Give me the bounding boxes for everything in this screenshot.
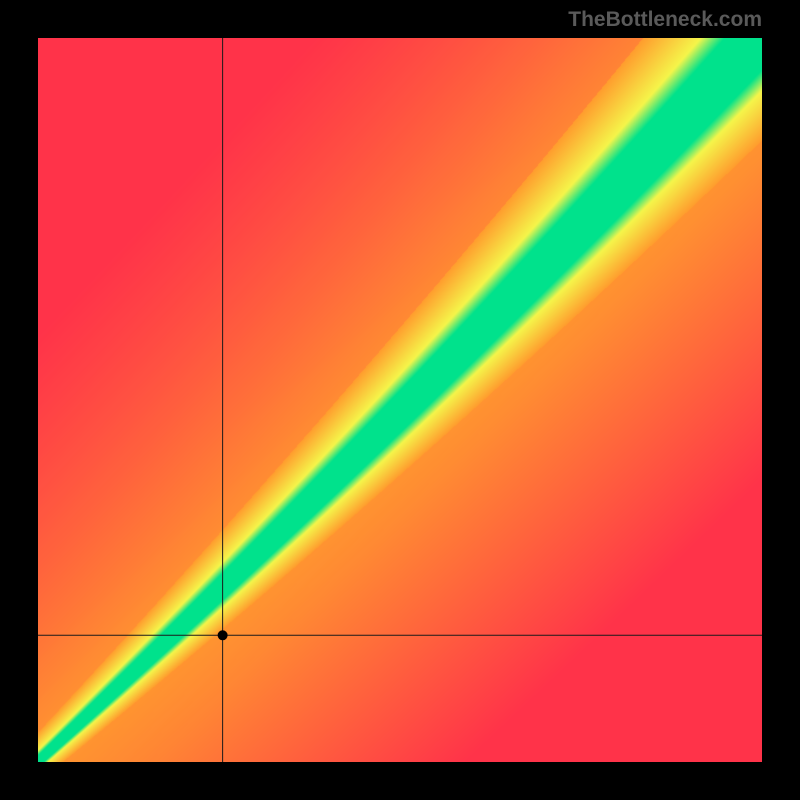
watermark-text: TheBottleneck.com: [568, 8, 762, 32]
heatmap-canvas: [38, 38, 762, 762]
heatmap-plot: [38, 38, 762, 762]
